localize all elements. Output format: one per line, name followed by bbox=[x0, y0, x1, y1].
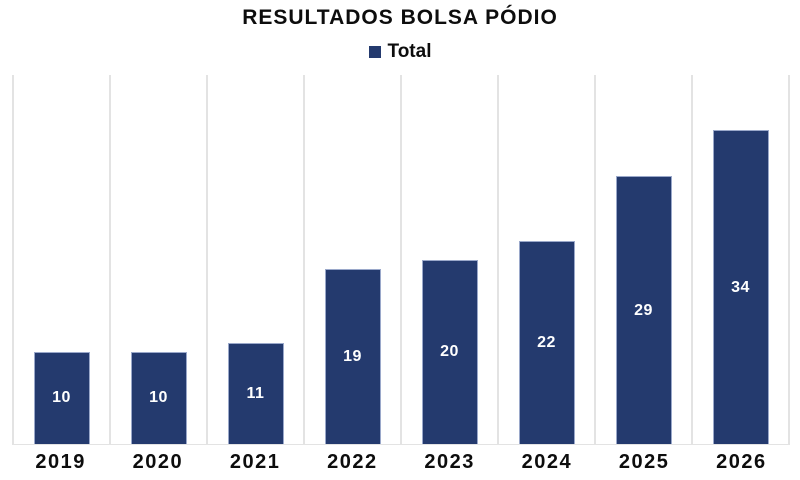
bar-value-label: 11 bbox=[246, 384, 265, 402]
bar-value-label: 10 bbox=[149, 389, 168, 407]
x-axis-label-2020: 2020 bbox=[132, 451, 184, 473]
category-column-2025: 29 bbox=[594, 75, 691, 444]
x-axis: 2019 2020 2021 2022 2023 2024 2025 2026 bbox=[12, 451, 790, 474]
bar-2022: 19 bbox=[324, 268, 381, 444]
bar-2024: 22 bbox=[518, 241, 575, 444]
legend: Total bbox=[0, 41, 800, 63]
x-axis-label-2021: 2021 bbox=[229, 451, 281, 473]
x-axis-label-2024: 2024 bbox=[521, 451, 573, 473]
category-column-2023: 20 bbox=[400, 75, 497, 444]
bar-2021: 11 bbox=[227, 342, 284, 444]
bar-2025: 29 bbox=[615, 176, 672, 444]
x-axis-label-2019: 2019 bbox=[35, 451, 86, 473]
category-column-2024: 22 bbox=[497, 75, 594, 444]
chart-title: RESULTADOS BOLSA PÓDIO bbox=[242, 6, 558, 29]
category-column-2019: 10 bbox=[12, 75, 109, 444]
x-axis-label-2022: 2022 bbox=[327, 451, 378, 473]
x-axis-label-2026: 2026 bbox=[716, 451, 767, 473]
bar-value-label: 22 bbox=[537, 334, 556, 352]
plot-area: 10 10 11 19 20 22 29 34 bbox=[12, 75, 790, 445]
legend-label: Total bbox=[387, 41, 432, 62]
x-axis-label-2023: 2023 bbox=[424, 451, 475, 473]
bar-value-label: 19 bbox=[343, 347, 362, 365]
bar-2020: 10 bbox=[130, 351, 187, 444]
bar-2026: 34 bbox=[712, 130, 769, 444]
category-column-2021: 11 bbox=[206, 75, 303, 444]
bar-2019: 10 bbox=[33, 351, 90, 444]
bar-value-label: 10 bbox=[52, 389, 71, 407]
bar-value-label: 34 bbox=[731, 278, 750, 296]
bar-2023: 20 bbox=[421, 259, 478, 444]
x-axis-label-2025: 2025 bbox=[618, 451, 670, 473]
legend-swatch-icon bbox=[368, 46, 381, 58]
bar-value-label: 20 bbox=[440, 343, 459, 361]
category-column-2020: 10 bbox=[109, 75, 206, 444]
category-column-2026: 34 bbox=[691, 75, 788, 444]
bar-value-label: 29 bbox=[634, 301, 653, 319]
category-column-2022: 19 bbox=[303, 75, 400, 444]
